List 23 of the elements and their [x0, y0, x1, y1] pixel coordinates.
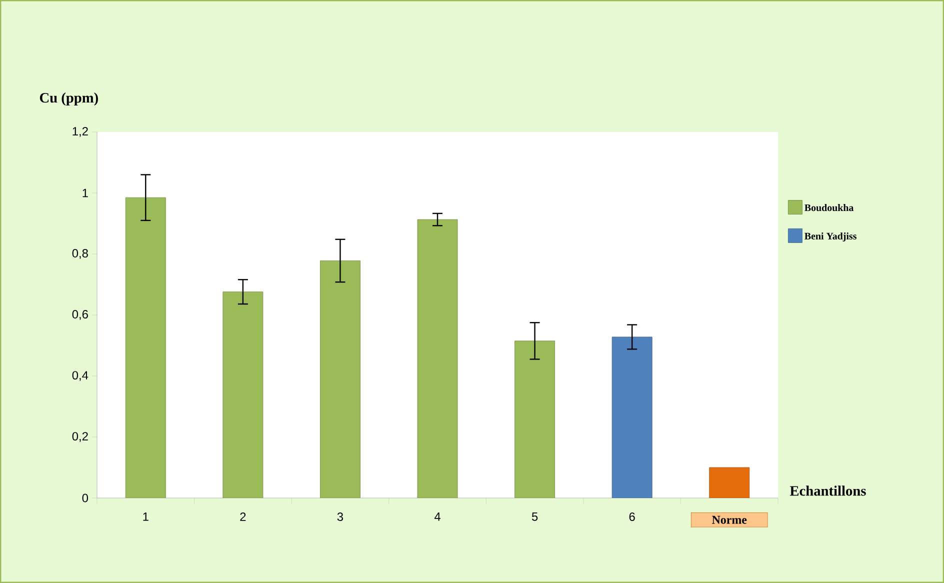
bar — [125, 197, 166, 498]
x-tick-label: 1 — [143, 512, 148, 521]
x-tick-label: Norme — [712, 516, 747, 524]
bar — [320, 260, 360, 498]
bar — [514, 340, 555, 498]
x-tick-label: 6 — [629, 512, 635, 521]
x-axis-title: Echantillons — [790, 486, 866, 496]
bar — [417, 219, 458, 498]
y-tick-label: 1 — [82, 188, 88, 198]
x-tick-label: 4 — [434, 512, 440, 521]
y-tick-label: 0,4 — [72, 371, 88, 381]
legend-label: Boudoukha — [804, 204, 854, 212]
y-tick-label: 0,8 — [72, 249, 88, 259]
legend-label: Beni Yadjiss — [804, 232, 856, 242]
y-tick-label: 0,6 — [72, 310, 88, 320]
y-tick-label: 0,2 — [72, 432, 88, 442]
y-tick-label: 0 — [82, 494, 88, 502]
x-tick-label: 2 — [240, 512, 246, 521]
bar — [222, 292, 264, 498]
x-tick-label: 3 — [337, 512, 344, 521]
x-tick-label: 5 — [532, 512, 538, 521]
y-tick-label: 1,2 — [72, 127, 88, 137]
y-axis-title: Cu (ppm) — [40, 92, 98, 106]
